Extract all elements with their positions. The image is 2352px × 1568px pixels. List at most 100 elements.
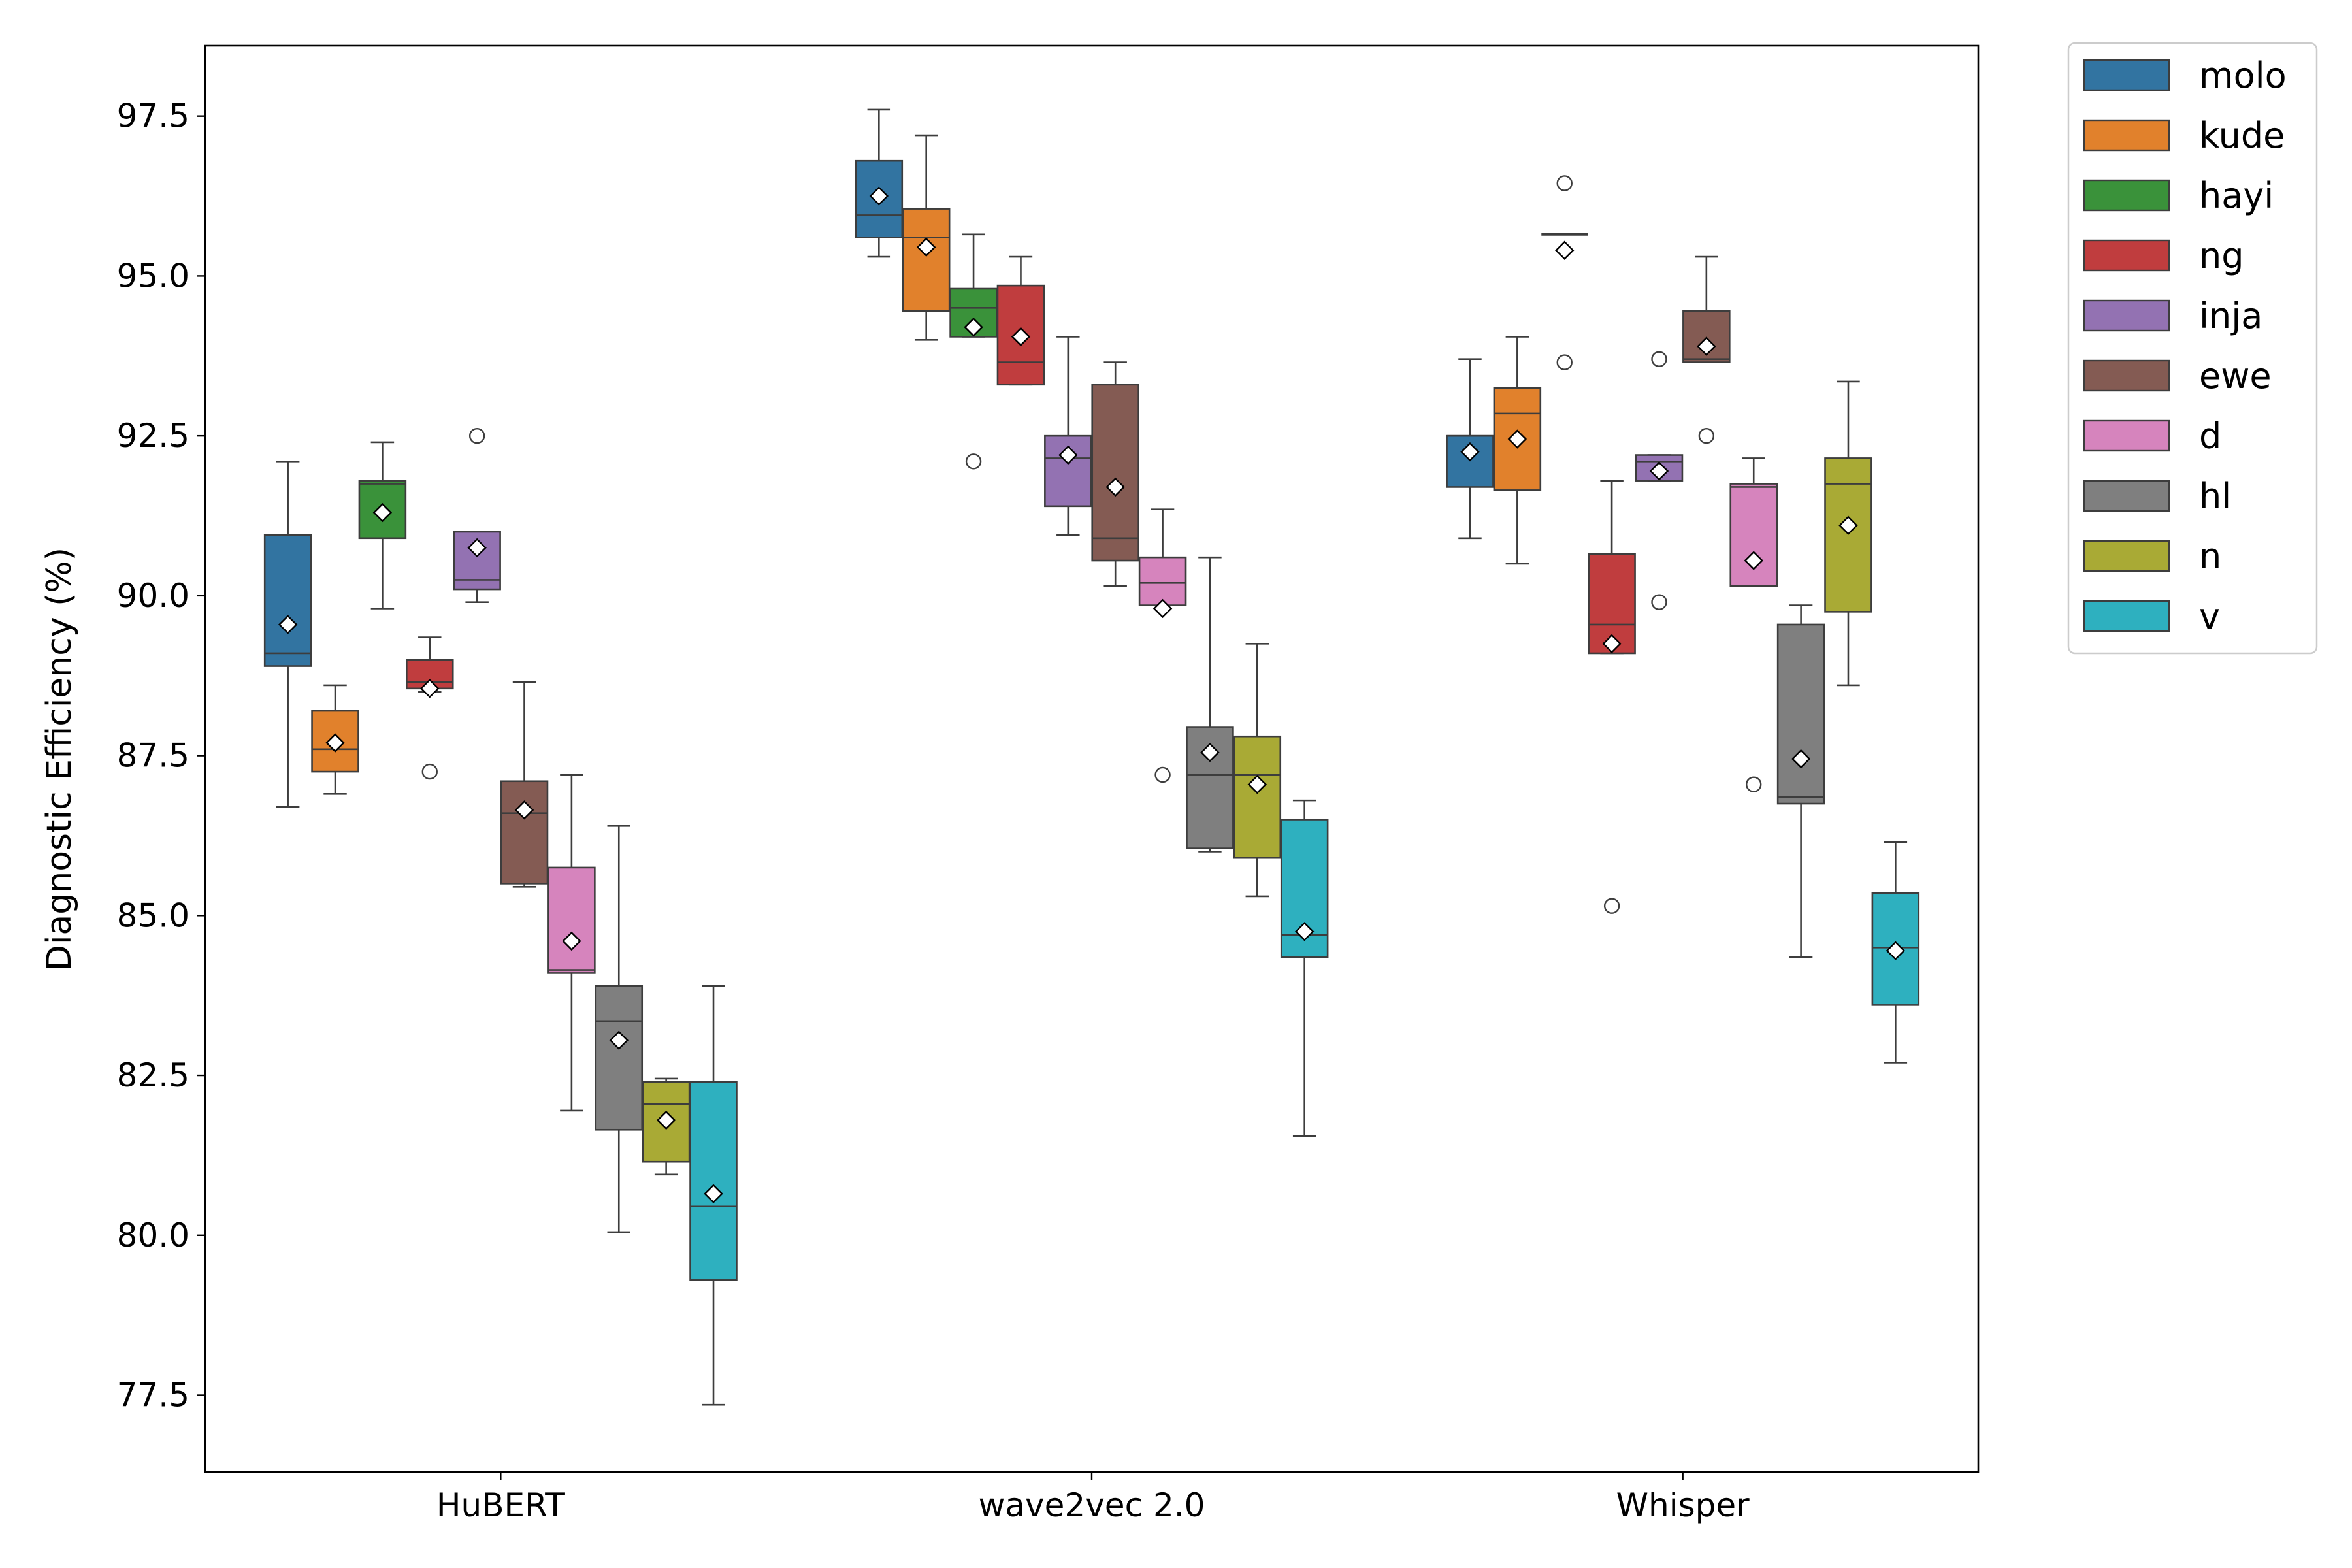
legend-swatch bbox=[2083, 359, 2170, 392]
mean-marker bbox=[562, 931, 581, 951]
series-inja bbox=[453, 336, 1684, 610]
box-groups bbox=[263, 108, 1920, 1406]
legend-label: v bbox=[2199, 596, 2220, 637]
outlier-point bbox=[421, 763, 438, 780]
box-hayi-2 bbox=[1541, 175, 1588, 370]
legend-label: hayi bbox=[2199, 175, 2274, 216]
mean-marker bbox=[1200, 743, 1220, 762]
legend-swatch bbox=[2083, 600, 2170, 632]
legend-label: ng bbox=[2199, 235, 2244, 276]
legend-swatch bbox=[2083, 299, 2170, 332]
legend-swatch bbox=[2083, 59, 2170, 91]
legend-item-hl: hl bbox=[2083, 476, 2231, 517]
box-inja-0 bbox=[453, 427, 501, 603]
box-molo-1 bbox=[855, 108, 904, 258]
mean-marker bbox=[1649, 461, 1669, 481]
x-tick-label: HuBERT bbox=[436, 1486, 565, 1524]
box-d-0 bbox=[547, 774, 596, 1112]
box-molo-0 bbox=[263, 461, 312, 808]
outlier-point bbox=[1698, 427, 1715, 444]
outlier-point bbox=[1746, 776, 1762, 792]
mean-marker bbox=[1697, 336, 1716, 356]
legend: molo kude hayi ng inja ewe d hl nv bbox=[2067, 42, 2318, 655]
mean-marker bbox=[964, 318, 983, 337]
legend-swatch bbox=[2083, 480, 2170, 512]
mean-marker bbox=[467, 538, 487, 558]
mean-marker bbox=[278, 615, 298, 634]
box-iqr bbox=[902, 208, 951, 312]
box-kude-1 bbox=[902, 134, 951, 341]
y-tick-label: 92.5 bbox=[117, 417, 189, 455]
outlier-point bbox=[1651, 594, 1667, 610]
box-iqr bbox=[1138, 556, 1187, 606]
mean-marker bbox=[916, 237, 936, 257]
series-v bbox=[689, 799, 1920, 1406]
box-d-2 bbox=[1729, 457, 1778, 792]
box-iqr bbox=[547, 866, 596, 974]
x-axis-ticks: HuBERT wave2vec 2.0 Whisper bbox=[436, 1472, 1750, 1524]
y-axis-ticks: 77.5 80.0 82.5 85.0 87.5 90.0 92.5 95.0 97.5 bbox=[117, 97, 205, 1414]
box-hl-0 bbox=[595, 825, 644, 1233]
mean-marker bbox=[420, 679, 440, 698]
mean-marker bbox=[1555, 240, 1575, 260]
mean-marker bbox=[1058, 445, 1078, 465]
legend-swatch bbox=[2083, 179, 2170, 212]
mean-marker bbox=[1838, 515, 1858, 535]
box-hl-1 bbox=[1186, 556, 1234, 853]
box-iqr bbox=[1729, 483, 1778, 587]
legend-label: d bbox=[2199, 416, 2221, 457]
mean-marker bbox=[609, 1030, 629, 1050]
legend-swatch bbox=[2083, 119, 2170, 152]
y-tick-label: 87.5 bbox=[117, 737, 189, 775]
box-inja-2 bbox=[1635, 351, 1684, 610]
box-ewe-2 bbox=[1682, 255, 1731, 444]
mean-marker bbox=[1791, 749, 1811, 769]
box-n-0 bbox=[642, 1077, 691, 1176]
y-tick-label: 90.0 bbox=[117, 577, 189, 615]
mean-marker bbox=[372, 502, 393, 523]
series-d bbox=[547, 457, 1778, 1112]
box-v-0 bbox=[689, 985, 738, 1406]
legend-item-molo: molo bbox=[2083, 55, 2287, 96]
legend-item-hayi: hayi bbox=[2083, 175, 2274, 216]
y-tick-label: 80.0 bbox=[117, 1217, 189, 1254]
y-tick-label: 85.0 bbox=[117, 896, 189, 934]
y-tick-label: 95.0 bbox=[117, 257, 189, 295]
box-kude-0 bbox=[311, 684, 359, 795]
legend-swatch bbox=[2083, 419, 2170, 452]
box-d-1 bbox=[1138, 508, 1187, 783]
mean-marker bbox=[869, 186, 889, 206]
box-iqr bbox=[1776, 623, 1825, 805]
legend-item-kude: kude bbox=[2083, 115, 2285, 156]
box-n-2 bbox=[1824, 380, 1872, 687]
box-ng-1 bbox=[996, 255, 1045, 386]
mean-marker bbox=[1011, 327, 1031, 347]
box-hayi-1 bbox=[949, 233, 998, 470]
box-iqr bbox=[595, 985, 644, 1131]
box-n-1 bbox=[1233, 642, 1282, 898]
box-kude-2 bbox=[1493, 336, 1542, 565]
box-hayi-0 bbox=[358, 441, 407, 610]
legend-item-v: v bbox=[2083, 596, 2220, 637]
series-kude bbox=[311, 134, 1542, 795]
box-iqr bbox=[263, 534, 312, 667]
legend-swatch bbox=[2083, 540, 2170, 572]
mean-marker bbox=[704, 1184, 723, 1203]
outlier-point bbox=[1556, 354, 1573, 370]
box-ng-0 bbox=[406, 636, 454, 780]
outlier-point bbox=[1603, 898, 1620, 914]
box-inja-1 bbox=[1044, 336, 1092, 536]
mean-marker bbox=[1460, 442, 1480, 462]
y-axis-label: Diagnostic Efficiency (%) bbox=[40, 547, 79, 971]
mean-marker bbox=[514, 800, 534, 820]
outlier-point bbox=[965, 453, 982, 470]
mean-marker bbox=[1247, 774, 1267, 794]
mean-marker bbox=[1294, 922, 1315, 941]
legend-swatch bbox=[2083, 239, 2170, 272]
box-iqr bbox=[406, 659, 454, 690]
legend-item-ewe: ewe bbox=[2083, 355, 2272, 397]
box-iqr bbox=[500, 780, 549, 885]
mean-marker bbox=[656, 1110, 676, 1130]
mean-marker bbox=[1105, 477, 1125, 497]
box-iqr bbox=[1091, 384, 1139, 562]
